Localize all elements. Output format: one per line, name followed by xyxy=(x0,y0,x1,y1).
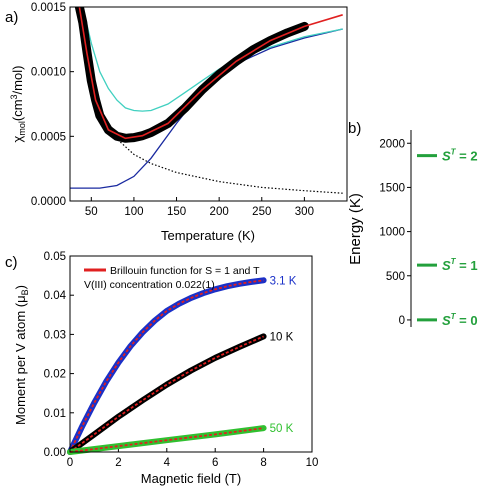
panel-a-ylabel-chi: χ xyxy=(10,135,25,142)
panel-c-legend: Brillouin function for S = 1 and T V(III… xyxy=(84,265,260,291)
panel-b-ytick-label: 1500 xyxy=(379,182,405,194)
panel-b-ytick-label: 1000 xyxy=(379,227,405,239)
panel-c-xtick-label: 0 xyxy=(67,457,73,469)
panel-c-fit-0 xyxy=(69,279,264,453)
energy-level-label-0: ST = 0 xyxy=(442,312,478,328)
panel-c: c) 0 2 4 6 8 10 0.00 0.01 0.02 0.03 0.04 0.05 Magne… xyxy=(5,251,318,486)
panel-a: a) 50 100 150 200 250 300 0.0000 0.0005 0.0010 0.… xyxy=(5,2,348,243)
level-symbol: S xyxy=(442,258,451,273)
panel-c-ylabel-sub: B xyxy=(20,289,30,295)
panel-c-ytick-label: 0.02 xyxy=(44,369,66,381)
level-value: = 1 xyxy=(456,258,478,273)
panel-a-ylabel: χmol(cm3/mol) xyxy=(9,66,27,143)
panel-c-xtick-label: 6 xyxy=(212,457,218,469)
panel-b-ytick-label: 500 xyxy=(386,271,405,283)
level-symbol: S xyxy=(442,313,451,328)
panel-a-xtick-label: 300 xyxy=(295,206,314,218)
panel-a-series-fit xyxy=(78,7,343,140)
panel-c-xtick-label: 4 xyxy=(164,457,171,469)
panel-c-series-label-1: 10 K xyxy=(270,331,294,343)
panel-a-ylabel-sup: 3 xyxy=(9,94,19,99)
panel-c-xtick-label: 2 xyxy=(115,457,121,469)
level-sup: T xyxy=(451,312,457,321)
panel-c-ytick-label: 0.04 xyxy=(44,290,67,302)
panel-c-ylabel: Moment per V atom (μB) xyxy=(13,285,30,425)
panel-a-ylabel-sub: mol xyxy=(17,121,27,136)
level-sup: T xyxy=(451,148,457,157)
panel-a-xtick-label: 200 xyxy=(210,206,229,218)
panel-a-xtick-label: 250 xyxy=(252,206,271,218)
panel-a-xtick-label: 100 xyxy=(124,206,143,218)
panel-a-ytick-label: 0.0010 xyxy=(31,67,66,79)
panel-a-xtick-label: 50 xyxy=(85,206,98,218)
panel-a-letter: a) xyxy=(5,9,18,26)
panel-c-fit-1 xyxy=(69,335,264,453)
panel-b-ylabel: Energy (K) xyxy=(347,193,364,265)
level-value: = 0 xyxy=(456,313,478,328)
panel-c-ylabel-close: ) xyxy=(13,285,28,289)
level-sup: T xyxy=(451,257,457,266)
panel-a-series-measured xyxy=(74,7,309,143)
panel-a-series-blue xyxy=(70,28,343,189)
panel-c-ytick-label: 0.01 xyxy=(44,408,66,420)
panel-a-ytick-label: 0.0000 xyxy=(31,196,66,208)
panel-b-ticks: 0 500 1000 1500 2000 xyxy=(379,138,411,327)
panel-c-xtick-label: 10 xyxy=(306,457,319,469)
panel-a-series-dotted xyxy=(78,7,343,194)
panel-c-ticks: 0 2 4 6 8 10 0.00 0.01 0.02 0.03 0.04 0.05 xyxy=(44,251,319,469)
panel-c-ytick-label: 0.00 xyxy=(44,447,66,459)
panel-c-series-labels: 3.1 K 10 K 50 K xyxy=(270,275,297,435)
panel-a-ytick-label: 0.0015 xyxy=(31,2,66,14)
panel-c-series-0 xyxy=(67,277,267,455)
panel-a-xtick-label: 150 xyxy=(167,206,186,218)
legend-line-1: Brillouin function for S = 1 and T xyxy=(110,265,260,277)
level-value: = 2 xyxy=(456,149,478,164)
panel-c-series xyxy=(67,277,267,455)
panel-b-letter: b) xyxy=(348,120,361,137)
panel-c-fit-2 xyxy=(69,427,264,453)
panel-a-ylabel-unit2: /mol) xyxy=(10,66,25,95)
panel-c-letter: c) xyxy=(5,254,18,271)
panel-c-series-label-0: 3.1 K xyxy=(270,275,297,287)
panel-b-ytick-label: 2000 xyxy=(379,138,405,150)
panel-a-frame xyxy=(69,6,348,202)
panel-b-levels: ST = 0ST = 1ST = 2 xyxy=(417,148,478,328)
level-symbol: S xyxy=(442,149,451,164)
panel-c-ytick-label: 0.03 xyxy=(44,329,66,341)
panel-c-ylabel-text: Moment per V atom (μ xyxy=(13,295,28,425)
panel-a-xlabel: Temperature (K) xyxy=(161,228,255,243)
panel-a-series xyxy=(70,7,343,194)
energy-level-label-2: ST = 2 xyxy=(442,148,478,164)
panel-c-xlabel: Magnetic field (T) xyxy=(141,471,241,486)
energy-level-label-1: ST = 1 xyxy=(442,257,478,273)
panel-c-xtick-label: 8 xyxy=(260,457,266,469)
panel-b-ytick-label: 0 xyxy=(399,315,405,327)
panel-c-series-label-2: 50 K xyxy=(270,423,294,435)
legend-line-2: V(III) concentration 0.022(1) xyxy=(84,279,215,291)
panel-c-ytick-label: 0.05 xyxy=(44,251,66,263)
panel-c-frame xyxy=(69,255,313,453)
panel-a-ytick-label: 0.0005 xyxy=(31,131,66,143)
panel-a-ylabel-unit: (cm xyxy=(10,99,25,121)
panel-a-ticks: 50 100 150 200 250 300 0.0000 0.0005 0.0010 0.001… xyxy=(31,2,314,218)
